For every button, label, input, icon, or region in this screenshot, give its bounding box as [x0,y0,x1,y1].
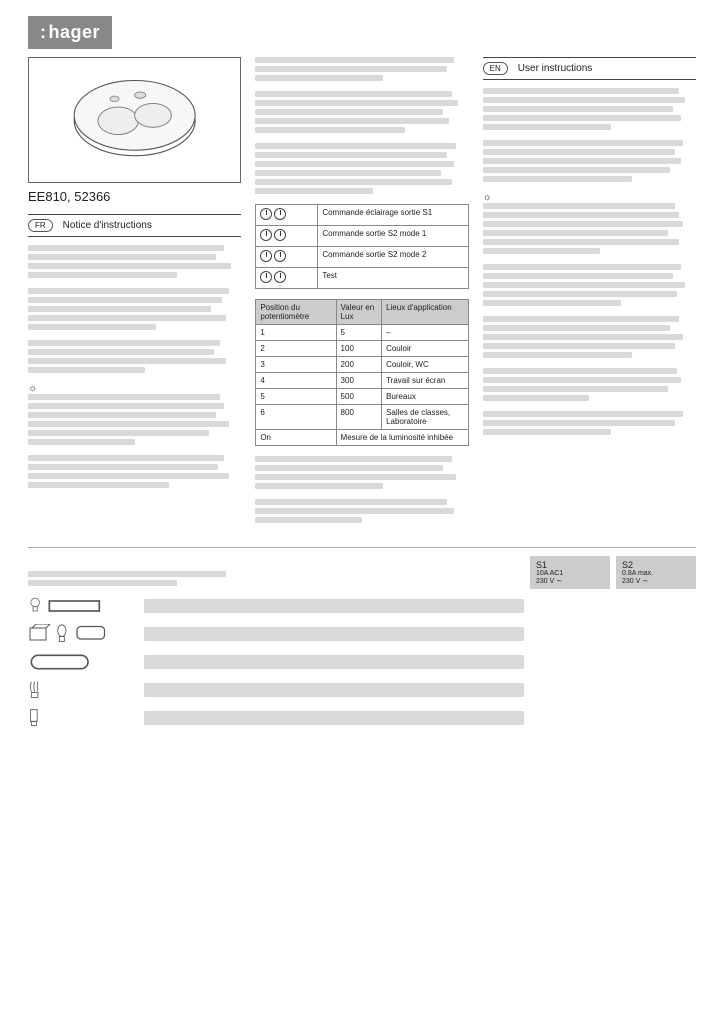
fr-title: Notice d'instructions [63,220,152,231]
spec-head-blank [28,571,524,589]
spec-row [28,623,696,645]
column-right: EN User instructions ☼ [483,57,696,533]
lux-cell: 5 [336,325,382,341]
lux-cell: Couloir [382,341,469,357]
text-filler [483,140,696,182]
text-filler [28,288,241,330]
lux-header: Lieux d'application [382,300,469,325]
spec-row [28,679,696,701]
lux-cell: 4 [256,373,336,389]
text-filler [28,340,241,373]
mode-dials [256,247,318,268]
text-filler [28,245,241,278]
spec-desc-bar [144,627,524,641]
lux-cell: 5 [256,389,336,405]
column-middle: Commande éclairage sortie S1Commande sor… [255,57,468,533]
lux-cell: Salles de classes, Laboratoire [382,405,469,430]
spec-area: S1 10A AC1 230 V ∼ S2 0.8A max. 230 V ∼ [28,547,696,729]
transformer-icon [28,623,138,645]
lux-cell: – [382,325,469,341]
mode-label: Test [318,268,468,289]
lux-cell: Mesure de la luminosité inhibée [336,430,468,446]
spec-head-s2: S2 0.8A max. 230 V ∼ [616,556,696,589]
spec-row [28,707,696,729]
mode-label: Commande sortie S2 mode 2 [318,247,468,268]
lux-header: Position du potentiomètre [256,300,336,325]
sun-icon: ☼ [28,383,37,394]
spec-head-s1: S1 10A AC1 230 V ∼ [530,556,610,589]
lux-cell: 1 [256,325,336,341]
brand-header: hager [28,16,112,49]
text-filler [255,143,468,194]
text-filler [483,88,696,130]
lux-cell: 100 [336,341,382,357]
lux-cell: Couloir, WC [382,357,469,373]
lux-cell: 800 [336,405,382,430]
mode-label: Commande sortie S2 mode 1 [318,226,468,247]
text-filler [255,91,468,133]
mode-table: Commande éclairage sortie S1Commande sor… [255,204,468,289]
cfl-icon [28,679,138,701]
s2-sub2: 230 V ∼ [622,577,690,585]
lang-pill-fr: FR [28,219,53,232]
fr-section-header: FR Notice d'instructions [28,214,241,237]
tube-icon [28,651,138,673]
brand-logo: hager [40,22,100,42]
lux-cell: 500 [336,389,382,405]
lux-header: Valeur en Lux [336,300,382,325]
text-filler [483,264,696,306]
text-filler [28,455,241,488]
en-title: User instructions [518,63,592,74]
lux-cell: Travail sur écran [382,373,469,389]
lux-table: Position du potentiomètreValeur en LuxLi… [255,299,468,446]
en-section-header: EN User instructions [483,57,696,80]
text-filler [483,411,696,435]
text-filler [28,394,241,445]
lang-pill-en: EN [483,62,508,75]
mode-dials [256,268,318,289]
spec-desc-bar [144,711,524,725]
product-illustration [35,64,234,174]
s2-title: S2 [622,560,633,570]
text-filler [255,499,468,523]
spec-desc-bar [144,655,524,669]
lux-cell: Bureaux [382,389,469,405]
product-code: EE810, 52366 [28,189,241,204]
lux-cell: 2 [256,341,336,357]
lux-cell: 3 [256,357,336,373]
mode-dials [256,205,318,226]
s1-sub2: 230 V ∼ [536,577,604,585]
text-filler [483,203,696,254]
spec-desc-bar [144,683,524,697]
mode-dials [256,226,318,247]
text-filler [483,316,696,358]
text-filler [255,456,468,489]
text-filler [483,368,696,401]
sun-icon: ☼ [483,192,492,203]
bulb-icon [28,595,138,617]
lux-cell: 200 [336,357,382,373]
s2-sub1: 0.8A max. [622,570,690,577]
mode-label: Commande éclairage sortie S1 [318,205,468,226]
s1-title: S1 [536,560,547,570]
other-icon [28,707,138,729]
lux-cell: 6 [256,405,336,430]
spec-row [28,595,696,617]
text-filler [255,57,468,81]
s1-sub1: 10A AC1 [536,570,604,577]
lux-cell: On [256,430,336,446]
lux-cell: 300 [336,373,382,389]
spec-row [28,651,696,673]
column-left: EE810, 52366 FR Notice d'instructions [28,57,241,533]
product-image-box [28,57,241,183]
spec-desc-bar [144,599,524,613]
